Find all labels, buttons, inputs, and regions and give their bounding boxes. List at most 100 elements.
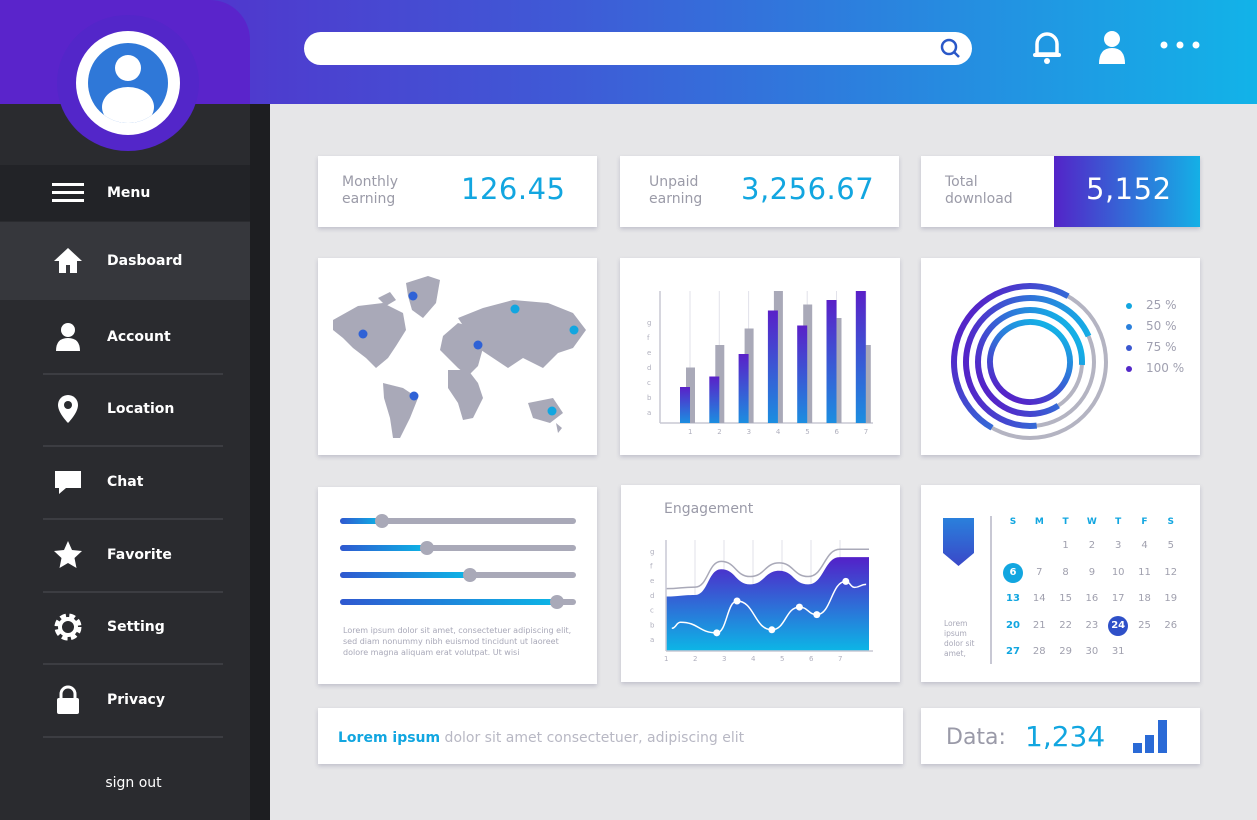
stat-label: download [945,191,1013,207]
y-tick-label: a [647,409,651,417]
calendar-day[interactable]: 25 [1138,619,1151,631]
legend-item: 75 % [1126,340,1177,354]
data-point[interactable] [813,611,821,619]
calendar-day[interactable]: 13 [1006,593,1020,604]
slider[interactable] [340,541,576,555]
x-tick-label: 6 [835,428,840,436]
calendar-day[interactable]: 21 [1032,619,1046,631]
slider-handle[interactable] [375,514,390,528]
stat-label: earning [649,191,703,207]
calendar-day[interactable]: 17 [1111,593,1125,604]
divider [43,518,223,520]
search-icon[interactable] [940,38,962,60]
calendar-day[interactable]: 3 [1115,540,1122,551]
calendar-day[interactable]: 24 [1108,615,1129,636]
x-tick-label: 2 [717,428,721,436]
sign-out-button[interactable]: sign out [105,775,162,791]
map-marker[interactable] [358,329,368,339]
y-tick-label: a [650,636,654,644]
info-banner: Lorem ipsum dolor sit amet consectetuer,… [318,708,903,764]
ring-progress [975,307,1085,417]
sliders-description: Lorem ipsum dolor sit amet, consectetuer… [343,626,572,657]
engagement-outline [665,548,869,590]
calendar-day[interactable]: 20 [1006,619,1020,631]
sidebar-item-favorite[interactable]: Favorite [0,518,250,591]
map-marker[interactable] [510,304,520,314]
avatar[interactable] [57,15,199,151]
x-tick-label: 1 [688,428,692,436]
data-point[interactable] [795,603,803,611]
calendar-day[interactable]: 18 [1138,593,1151,604]
calendar-day[interactable]: 11 [1138,566,1151,578]
calendar-day[interactable]: 23 [1085,619,1099,631]
slider-handle[interactable] [462,568,477,582]
data-point[interactable] [713,629,721,637]
legend-label: 75 % [1146,340,1177,354]
calendar-day[interactable]: 15 [1059,593,1072,604]
star-icon [52,539,84,571]
calendar-day[interactable]: 4 [1141,540,1148,551]
data-point[interactable] [842,577,850,585]
calendar-day[interactable]: 30 [1085,646,1099,657]
slider[interactable] [340,568,576,582]
y-tick-label: d [647,364,651,372]
map-marker[interactable] [547,406,557,416]
more-dots-icon[interactable] [1160,40,1202,50]
x-tick-label: 5 [805,428,809,436]
y-tick-label: e [650,577,654,585]
calendar-day[interactable]: 6 [1003,562,1023,583]
user-avatar-icon [88,43,168,123]
search-input[interactable] [304,32,972,65]
calendar-day[interactable]: 9 [1088,566,1096,578]
calendar-day[interactable]: 28 [1032,646,1046,657]
calendar-day[interactable]: 2 [1088,540,1096,551]
menu-toggle[interactable]: Menu [0,165,250,221]
slider-handle[interactable] [420,541,435,555]
slider[interactable] [340,595,576,609]
data-point[interactable] [733,597,741,605]
calendar-day[interactable]: 27 [1006,646,1020,657]
location-pin-icon [52,393,84,425]
bell-icon[interactable] [1031,30,1063,64]
calendar-day[interactable]: 16 [1085,593,1099,604]
y-tick-label: e [647,349,651,357]
sidebar-item-account[interactable]: Account [0,300,250,373]
data-point[interactable] [768,626,776,634]
calendar-day[interactable]: 31 [1111,646,1125,657]
slider[interactable] [340,514,576,528]
calendar-day[interactable]: 29 [1059,646,1072,657]
sidebar-item-dasboard[interactable]: Dasboard [0,222,250,300]
y-tick-label: c [647,379,651,387]
stat-card-unpaid-earning: Unpaid earning 3,256.67 [620,156,899,227]
slider-handle[interactable] [550,595,565,609]
calendar-day[interactable]: 8 [1062,566,1069,578]
weekday-label: M [1034,517,1044,527]
sidebar-item-label: Chat [107,473,144,490]
calendar-day[interactable]: 19 [1164,593,1178,604]
calendar-day[interactable]: 10 [1111,566,1125,578]
calendar-day[interactable]: 12 [1164,566,1178,578]
sidebar-item-label: Privacy [107,691,165,708]
calendar-day[interactable]: 5 [1167,540,1174,551]
sidebar-item-chat[interactable]: Chat [0,445,250,518]
map-marker[interactable] [569,325,579,335]
sidebar-item-privacy[interactable]: Privacy [0,663,250,736]
calendar-day[interactable]: 14 [1032,593,1046,604]
sidebar-item-location[interactable]: Location [0,372,250,445]
sidebar-item-setting[interactable]: Setting [0,590,250,663]
calendar-day[interactable]: 22 [1059,619,1072,631]
y-tick-label: b [647,394,652,402]
user-icon[interactable] [1097,30,1127,64]
map-marker[interactable] [409,391,419,401]
calendar-day[interactable]: 7 [1036,566,1043,578]
weekday-label: S [1167,517,1175,527]
calendar-day[interactable]: 1 [1062,540,1069,551]
map-marker[interactable] [408,291,418,301]
calendar-day[interactable]: 26 [1164,619,1178,631]
divider [43,663,223,665]
map-marker[interactable] [473,340,483,350]
stat-card-total-download: Total download 5,152 [921,156,1200,227]
home-icon [52,245,84,277]
weekday-label: T [1115,517,1122,527]
